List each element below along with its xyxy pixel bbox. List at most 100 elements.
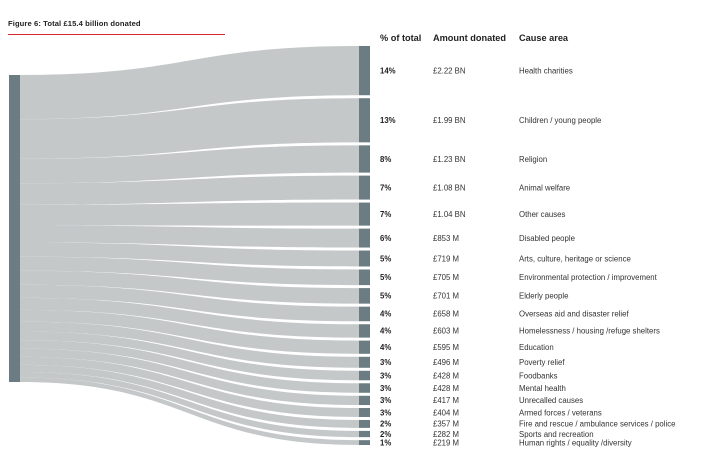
amount-label: £701 M	[433, 292, 459, 301]
flow-band	[20, 321, 359, 368]
pct-label: 8%	[380, 155, 391, 164]
amount-label: £282 M	[433, 430, 459, 439]
header-amount: Amount donated	[433, 33, 506, 43]
pct-label: 5%	[380, 292, 391, 301]
target-node	[359, 419, 370, 428]
target-node	[359, 306, 370, 322]
cause-label: Unrecalled causes	[519, 396, 583, 405]
cause-label: Religion	[519, 155, 547, 164]
flow-band	[20, 242, 359, 267]
flow-band	[20, 256, 359, 286]
cause-label: Human rights / equality /diversity	[519, 438, 632, 447]
header-cause: Cause area	[519, 33, 569, 43]
amount-label: £2.22 BN	[433, 66, 466, 75]
amount-label: £595 M	[433, 343, 459, 352]
flow-band	[20, 145, 359, 184]
cause-label: Mental health	[519, 384, 566, 393]
pct-label: 3%	[380, 396, 391, 405]
pct-label: 2%	[380, 420, 391, 429]
flow-band	[20, 202, 359, 226]
cause-label: Animal welfare	[519, 183, 570, 192]
source-node	[9, 75, 20, 382]
amount-label: £219 M	[433, 438, 459, 447]
flow-band	[20, 309, 359, 354]
flow-band	[20, 284, 359, 322]
target-node	[359, 340, 370, 354]
target-node	[359, 228, 370, 248]
target-node	[359, 395, 370, 406]
target-node	[359, 324, 370, 338]
flow-band	[20, 348, 359, 406]
amount-label: £1.99 BN	[433, 116, 466, 125]
amount-label: £404 M	[433, 408, 459, 417]
flow-band	[20, 377, 359, 445]
target-node	[359, 383, 370, 393]
cause-label: Environmental protection / improvement	[519, 273, 658, 282]
amount-label: £428 M	[433, 371, 459, 380]
pct-label: 3%	[380, 371, 391, 380]
cause-label: Arts, culture, heritage or science	[519, 254, 631, 263]
pct-label: 4%	[380, 327, 391, 336]
flow-band	[20, 372, 359, 438]
header-pct: % of total	[380, 33, 421, 43]
target-node	[359, 250, 370, 267]
pct-label: 4%	[380, 310, 391, 319]
target-node	[359, 288, 370, 304]
cause-label: Sports and recreation	[519, 430, 594, 439]
cause-label: Foodbanks	[519, 371, 558, 380]
cause-label: Elderly people	[519, 292, 568, 301]
target-node	[359, 145, 370, 173]
cause-label: Children / young people	[519, 116, 601, 125]
flow-band	[20, 225, 359, 248]
cause-label: Overseas aid and disaster relief	[519, 310, 629, 319]
pct-label: 6%	[380, 234, 391, 243]
amount-label: £658 M	[433, 310, 459, 319]
target-node	[359, 370, 370, 381]
cause-label: Other causes	[519, 210, 565, 219]
pct-label: 5%	[380, 254, 391, 263]
flow-band	[20, 98, 359, 159]
target-node	[359, 440, 370, 445]
amount-label: £719 M	[433, 254, 459, 263]
amount-label: £496 M	[433, 358, 459, 367]
amount-label: £603 M	[433, 327, 459, 336]
pct-label: 13%	[380, 116, 396, 125]
cause-label: Education	[519, 343, 554, 352]
flow-band	[20, 331, 359, 381]
amount-label: £1.23 BN	[433, 155, 466, 164]
flow-band	[20, 356, 359, 417]
target-node	[359, 202, 370, 226]
target-node	[359, 46, 370, 96]
flow-band	[20, 297, 359, 338]
cause-label: Disabled people	[519, 234, 575, 243]
pct-label: 14%	[380, 66, 396, 75]
flow-band	[20, 364, 359, 428]
cause-label: Poverty relief	[519, 358, 565, 367]
row-labels: 14% £2.22 BN Health charities 13% £1.99 BN Ch…	[380, 66, 675, 447]
node-group	[9, 46, 370, 445]
pct-label: 4%	[380, 343, 391, 352]
cause-label: Health charities	[519, 66, 573, 75]
column-headers: % of total Amount donated Cause area	[380, 33, 569, 43]
cause-label: Armed forces / veterans	[519, 408, 602, 417]
flow-band	[20, 46, 359, 120]
pct-label: 3%	[380, 408, 391, 417]
amount-label: £853 M	[433, 234, 459, 243]
pct-label: 3%	[380, 358, 391, 367]
flow-band	[20, 175, 359, 205]
pct-label: 5%	[380, 273, 391, 282]
pct-label: 7%	[380, 183, 391, 192]
flow-group	[20, 46, 359, 445]
target-node	[359, 356, 370, 368]
target-node	[359, 175, 370, 200]
flow-band	[20, 340, 359, 393]
flow-band	[20, 270, 359, 304]
pct-label: 1%	[380, 438, 391, 447]
target-node	[359, 98, 370, 143]
figure-title: Figure 6: Total £15.4 billion donated	[8, 19, 141, 28]
pct-label: 3%	[380, 384, 391, 393]
amount-label: £357 M	[433, 420, 459, 429]
amount-label: £1.08 BN	[433, 183, 466, 192]
target-node	[359, 269, 370, 286]
amount-label: £705 M	[433, 273, 459, 282]
